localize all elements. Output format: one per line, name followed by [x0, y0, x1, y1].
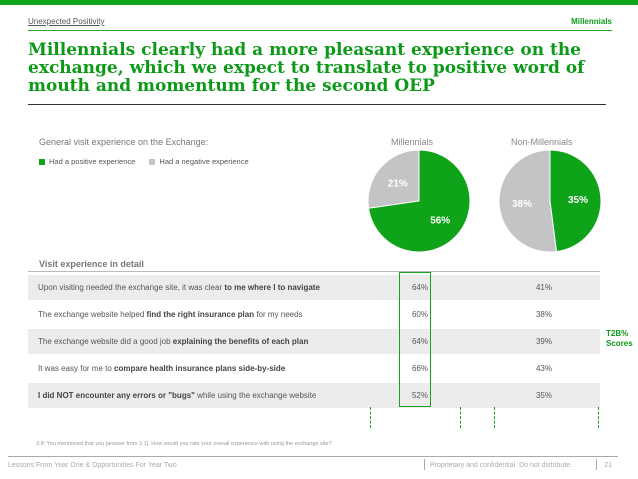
top-accent-bar [0, 0, 638, 5]
row-label: It was easy for me to compare health ins… [38, 364, 286, 373]
title-divider [28, 104, 606, 105]
non-millennials-value: 38% [535, 310, 552, 319]
non-millennials-value: 35% [535, 391, 552, 400]
table-row: Upon visiting needed the exchange site, … [28, 275, 600, 300]
section-label: Unexpected Positivity [28, 17, 105, 26]
footer-separator [596, 459, 597, 470]
page-title: Millennials clearly had a more pleasant … [28, 40, 585, 96]
millennials-value: 66% [411, 364, 428, 373]
row-label: I did NOT encounter any errors or "bugs"… [38, 391, 317, 400]
chart-subhead: General visit experience on the Exchange… [39, 137, 209, 147]
table-row: I did NOT encounter any errors or "bugs"… [28, 383, 600, 408]
footer-confidential: Proprietary and confidential. Do not dis… [429, 462, 572, 469]
non-millennials-value: 41% [535, 283, 552, 292]
non-millennials-value: 43% [535, 364, 552, 373]
segment-tag: Millennials [571, 17, 612, 26]
dashed-guide [460, 407, 461, 428]
table-row: The exchange website helped find the rig… [28, 302, 600, 327]
legend-item-negative: Had a negative experience [149, 157, 249, 166]
footnote: 3.8: You mentioned that you [answer from… [36, 441, 332, 447]
table-row: It was easy for me to compare health ins… [28, 356, 600, 381]
detail-heading: Visit experience in detail [39, 259, 144, 269]
pie-slice-positive [367, 149, 471, 253]
pie-data-label-positive: 56% [430, 215, 450, 226]
pie-data-label-negative: 21% [388, 179, 408, 190]
table-row: The exchange website did a good job expl… [28, 329, 600, 354]
legend-swatch-positive [39, 159, 45, 165]
legend-item-positive: Had a positive experience [39, 157, 135, 166]
legend-swatch-negative [149, 159, 156, 165]
dashed-guide [598, 407, 599, 428]
legend-label-positive: Had a positive experience [49, 157, 136, 166]
pie-data-label-negative: 38% [512, 199, 532, 210]
footer-divider [8, 456, 618, 457]
dashed-guide [370, 407, 371, 428]
millennials-value: 52% [411, 391, 428, 400]
legend-label-negative: Had a negative experience [159, 157, 249, 166]
millennials-value: 60% [411, 310, 428, 319]
row-label: The exchange website helped find the rig… [38, 310, 303, 319]
non-millennials-value: 39% [535, 337, 552, 346]
millennials-value: 64% [411, 337, 428, 346]
pie-slice-negative [367, 149, 420, 209]
legend: Had a positive experience Had a negative… [39, 157, 261, 166]
pie-title-millennials: Millennials [391, 137, 434, 147]
footer-title: Lessons From Year One & Opportunities Fo… [8, 462, 177, 469]
pie-data-label-positive: 35% [568, 195, 588, 206]
pie-slice-positive [549, 149, 602, 253]
pie-title-non-millennials: Non-Millennials [511, 137, 573, 147]
row-label: The exchange website did a good job expl… [38, 337, 309, 346]
dashed-guide [494, 407, 495, 428]
millennials-highlight-box [399, 272, 431, 407]
pie-chart-non-millennials: 35% 38% [498, 149, 602, 253]
page-number: 21 [604, 462, 612, 469]
millennials-value: 64% [411, 283, 428, 292]
detail-divider [28, 271, 600, 272]
footer-separator [424, 459, 425, 470]
pie-slice-negative [498, 149, 558, 253]
t2b-scores-label: T2B% Scores [606, 329, 633, 348]
row-label: Upon visiting needed the exchange site, … [38, 283, 320, 292]
header-divider [28, 30, 612, 31]
pie-chart-millennials: 56% 21% [367, 149, 471, 253]
